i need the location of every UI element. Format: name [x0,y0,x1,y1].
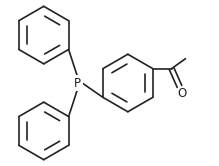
Text: O: O [177,87,186,100]
Text: P: P [74,77,81,89]
